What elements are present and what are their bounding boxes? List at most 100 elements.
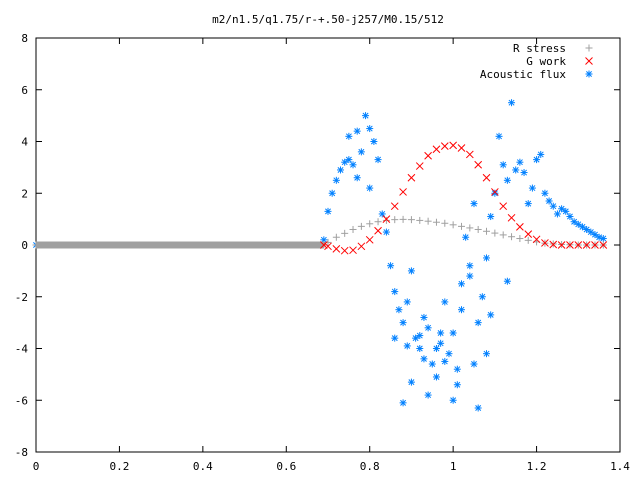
data-point [332,176,340,184]
data-point [324,238,332,246]
data-point [407,173,416,182]
data-point [407,216,415,224]
data-point [362,112,370,120]
data-point [487,213,495,221]
data-point [390,202,399,211]
data-point [491,189,499,197]
x-tick-label: 0.8 [360,460,380,473]
data-point [370,138,378,145]
data-point [557,241,566,249]
data-point [432,145,441,154]
data-point [282,241,290,249]
data-point [157,241,165,249]
data-point [378,210,386,218]
data-point [424,324,432,332]
data-point [366,125,374,133]
data-point [465,150,474,159]
legend-item: Acoustic flux [480,68,593,81]
y-tick-label: -4 [15,343,29,356]
data-point [457,280,465,288]
data-point [499,231,507,239]
data-point [545,197,553,205]
data-point [566,241,574,249]
data-point [524,200,532,208]
data-point [366,184,374,192]
series-r-stress [32,215,607,249]
x-tick: 0.2 [109,38,129,473]
legend-item: G work [526,55,593,68]
data-point [474,160,483,169]
data-point [587,228,595,236]
data-point [382,215,391,223]
x-tick: 0 [33,38,40,473]
data-point [520,169,528,177]
x-tick: 1.2 [527,38,547,473]
data-point [391,216,399,224]
data-point [399,319,407,327]
data-point [415,162,424,170]
data-point [428,360,436,368]
y-tick-label: 2 [21,187,28,200]
data-point [357,148,365,156]
data-point [437,339,445,347]
y-tick-label: -6 [15,394,28,407]
data-point [403,342,411,350]
data-point [478,293,486,301]
x-tick: 0.4 [193,38,213,473]
data-point [349,225,357,233]
y-tick-label: 4 [21,136,28,149]
data-point [432,218,440,226]
data-point [424,217,432,225]
data-point [583,225,591,233]
data-point [32,241,40,249]
data-point [382,216,390,224]
data-point [353,127,361,135]
data-point [440,142,449,151]
y-tick: -6 [15,394,620,407]
data-point [495,132,503,140]
legend-label: G work [526,55,566,68]
data-point [549,240,558,249]
data-point [449,141,457,150]
legend-label: R stress [513,42,566,55]
data-point [449,329,457,337]
y-tick-label: 0 [21,239,28,252]
data-point [199,241,207,249]
data-point [324,207,332,215]
y-tick: -2 [15,291,620,304]
data-point [407,267,415,275]
data-point [507,213,516,222]
data-point [53,241,61,249]
data-point [241,241,249,249]
data-point [532,235,541,244]
y-tick: 8 [21,32,620,45]
data-point [441,298,449,306]
data-point [512,166,520,174]
data-point [528,184,536,192]
data-point [474,225,482,233]
legend-item: R stress [513,42,593,55]
y-tick: -4 [15,343,620,356]
y-tick: 6 [21,84,620,97]
data-point [374,156,382,164]
x-tick-label: 0.2 [109,460,129,473]
data-point [457,222,465,230]
data-point [382,228,390,236]
x-tick-label: 0 [33,460,40,473]
legend-label: Acoustic flux [480,68,566,81]
series-g-work [319,141,608,255]
data-point [366,220,374,228]
data-point [349,161,357,169]
data-point [412,334,420,342]
data-point [136,241,144,249]
data-point [591,231,599,239]
x-tick: 1 [450,38,457,473]
data-point [457,144,466,152]
data-point [499,202,508,211]
data-point [574,241,583,249]
x-tick-label: 1 [450,460,457,473]
x-tick: 0.6 [276,38,296,473]
data-point [220,241,228,249]
data-point [453,365,461,373]
data-point [491,229,499,237]
